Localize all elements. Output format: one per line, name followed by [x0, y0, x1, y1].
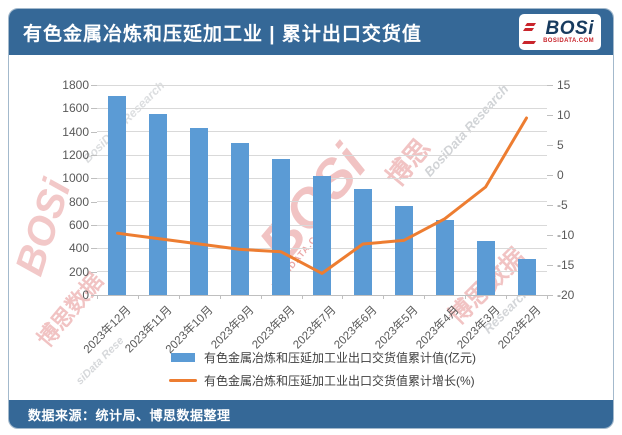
- left-axis-tick-label: 1400: [62, 124, 89, 139]
- right-axis-tick: [547, 145, 553, 146]
- left-axis-tick: [91, 178, 97, 180]
- right-axis-tick-label: -20: [557, 288, 575, 302]
- legend-item-bar: 有色金属冶炼和压延加工业出口交货值累计值(亿元): [168, 349, 476, 366]
- bosi-logo: BOSi BOSIDATA.COM: [519, 14, 601, 50]
- left-axis-tick-label: 1800: [62, 78, 89, 92]
- right-axis-tick-label: -5: [557, 198, 568, 212]
- legend: 有色金属冶炼和压延加工业出口交货值累计值(亿元) 有色金属冶炼和压延加工业出口交…: [168, 349, 476, 389]
- logo-stripe-icon: [522, 28, 535, 31]
- x-axis-tick: [219, 295, 221, 299]
- right-axis-tick-label: 15: [557, 78, 571, 92]
- bar-2023年6月: [353, 189, 372, 295]
- right-axis-tick: [547, 85, 553, 86]
- bar-2023年12月: [108, 96, 127, 295]
- left-axis-tick: [91, 225, 97, 226]
- logo-stripe-icon: [521, 41, 537, 44]
- left-axis-tick-label: 600: [68, 218, 89, 232]
- logo-stripe-icon: [524, 23, 537, 26]
- left-axis-tick: [91, 108, 97, 110]
- x-axis-tick: [547, 295, 548, 299]
- x-axis-tick: [465, 295, 467, 299]
- right-axis-tick: [547, 295, 553, 296]
- x-axis-tick: [137, 295, 139, 299]
- left-axis-tick-label: 800: [68, 194, 89, 209]
- left-axis-tick-label: 1000: [62, 171, 89, 186]
- left-axis-tick: [91, 248, 97, 250]
- title-bar: 有色金属冶炼和压延加工业 | 累计出口交货值 BOSi BOSIDATA.COM: [9, 9, 613, 55]
- right-axis-tick-label: 0: [557, 168, 564, 182]
- gridline: [97, 107, 547, 109]
- legend-item-line: 有色金属冶炼和压延加工业出口交货值累计增长(%): [168, 372, 476, 389]
- bar-2023年9月: [231, 142, 250, 295]
- right-axis-tick-label: 10: [557, 108, 571, 122]
- gridline: [97, 131, 547, 133]
- left-axis-tick-label: 0: [82, 288, 89, 302]
- gridline: [97, 84, 547, 86]
- source-bar: 数据来源：统计局、博思数据整理: [9, 400, 613, 428]
- x-axis-tick: [260, 295, 262, 299]
- growth-line: [116, 116, 528, 275]
- plot-area: [97, 84, 547, 296]
- x-axis-tick: [383, 295, 385, 299]
- legend-bar-label: 有色金属冶炼和压延加工业出口交货值累计值(亿元): [204, 351, 476, 365]
- right-axis-tick: [547, 235, 553, 236]
- left-axis-tick: [91, 131, 97, 133]
- bar-2023年4月: [435, 220, 454, 295]
- x-axis-tick: [178, 295, 180, 299]
- left-axis-tick-label: 1200: [62, 148, 89, 162]
- chart-title: 有色金属冶炼和压延加工业 | 累计出口交货值: [23, 23, 422, 45]
- bar-2023年8月: [272, 159, 291, 295]
- left-axis-tick: [91, 85, 97, 86]
- left-axis-tick: [91, 155, 97, 156]
- x-axis-tick: [301, 295, 303, 299]
- logo-wordmark: BOSi: [545, 17, 594, 39]
- left-axis-tick-label: 400: [68, 241, 89, 256]
- report-card: 有色金属冶炼和压延加工业 | 累计出口交货值 BOSi BOSIDATA.COM…: [8, 8, 614, 429]
- logo-domain: BOSIDATA.COM: [543, 37, 594, 44]
- right-axis-tick-label: -10: [557, 228, 575, 242]
- right-axis-tick: [547, 175, 553, 176]
- legend-line-swatch-icon: [168, 379, 198, 382]
- legend-bar-swatch-icon: [168, 353, 198, 362]
- data-source-text: 数据来源：统计局、博思数据整理: [28, 407, 231, 423]
- left-axis-tick: [91, 201, 97, 203]
- right-axis-tick: [547, 115, 553, 116]
- bar-2023年11月: [149, 113, 168, 295]
- right-axis-tick-label: -15: [557, 258, 575, 272]
- x-axis-tick: [342, 295, 344, 299]
- bar-2023年3月: [476, 240, 495, 295]
- x-axis-tick: [97, 295, 98, 299]
- left-axis-tick-label: 1600: [62, 101, 89, 116]
- x-axis-tick: [506, 295, 508, 299]
- left-axis-tick-label: 200: [68, 264, 89, 279]
- left-axis-tick: [91, 271, 97, 273]
- right-axis-tick-label: 5: [557, 138, 564, 152]
- bar-2023年10月: [190, 128, 209, 295]
- x-axis-tick: [424, 295, 426, 299]
- bar-2023年2月: [517, 259, 536, 295]
- left-axis-tick: [91, 295, 97, 296]
- bar-2023年5月: [394, 205, 413, 295]
- right-axis-tick: [547, 265, 553, 266]
- gridline: [97, 154, 547, 156]
- right-axis-tick: [547, 205, 553, 206]
- legend-line-label: 有色金属冶炼和压延加工业出口交货值累计增长(%): [204, 374, 475, 388]
- bar-2023年7月: [313, 176, 331, 295]
